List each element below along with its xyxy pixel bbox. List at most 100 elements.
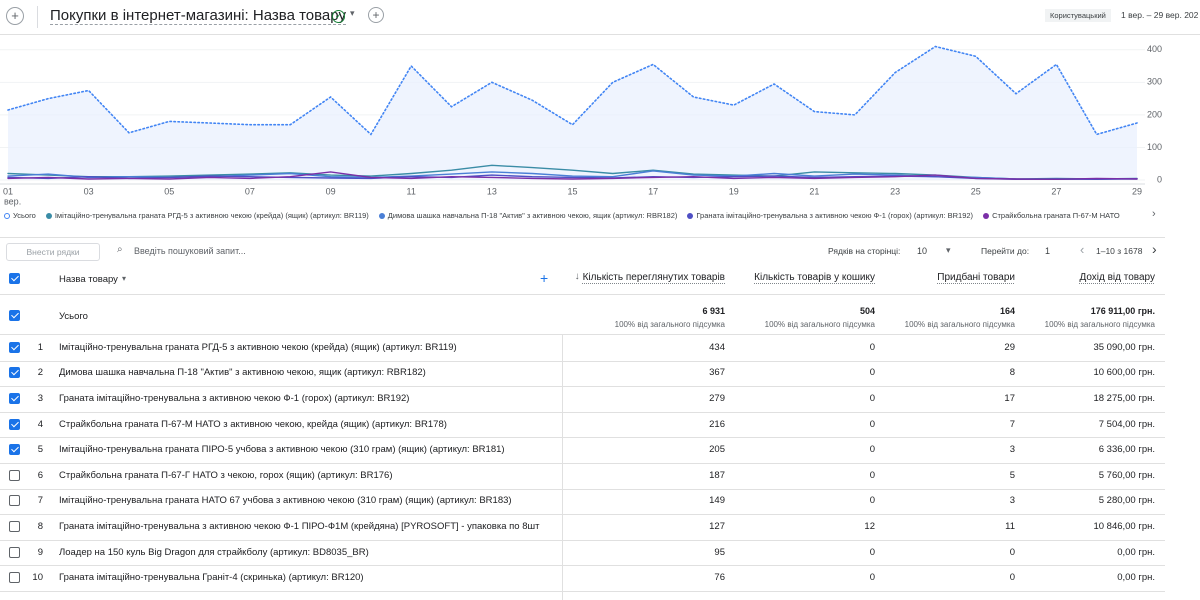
x-tick-label: 09	[326, 186, 336, 196]
total-share: 100% від загального підсумка	[904, 320, 1015, 329]
dropdown-icon[interactable]: ▾	[350, 8, 355, 18]
legend-marker[interactable]	[45, 213, 52, 219]
cell-value: 0	[869, 418, 875, 430]
cell-value: 7 504,00 грн.	[1098, 418, 1155, 430]
product-name[interactable]: Імітаційно-тренувальна граната НАТО 67 у…	[59, 495, 512, 507]
rows-per-page-value[interactable]: 10	[917, 246, 928, 256]
row-checkbox[interactable]	[9, 341, 20, 353]
report-title: Покупки в інтернет-магазині: Назва товар…	[50, 7, 346, 25]
column-header[interactable]: Назва товару	[59, 274, 118, 285]
search-icon: ⌕	[117, 244, 123, 255]
row-checkbox[interactable]	[9, 418, 20, 430]
y-tick-label: 0	[1157, 174, 1162, 184]
x-tick-label: 19	[729, 186, 739, 196]
row-checkbox[interactable]	[9, 310, 20, 321]
cell-value: 5	[1009, 469, 1015, 481]
product-name[interactable]: Імітаційно-тренувальна граната РГД-5 з а…	[59, 341, 457, 353]
prev-page[interactable]: ‹	[1080, 242, 1085, 257]
row-index: 6	[37, 469, 43, 481]
legend-label[interactable]: Імітаційно-тренувальна граната РГД-5 з а…	[54, 211, 369, 220]
total-share: 100% від загального підсумка	[614, 320, 725, 329]
product-name[interactable]: Страйкбольна граната П-67-Г НАТО з чекою…	[59, 469, 393, 481]
legend-label[interactable]: Димова шашка навчальна П-18 "Актив" з ак…	[387, 211, 678, 220]
cell-value: 0	[869, 341, 875, 353]
cell-value: 95	[714, 546, 725, 558]
row-divider	[0, 360, 1165, 362]
product-name[interactable]: Страйкбольна граната П-67-М НАТО з актив…	[59, 418, 447, 430]
legend-label[interactable]: Страйкбольна граната П-67-М НАТО	[992, 211, 1120, 220]
cell-value: 5 760,00 грн.	[1098, 469, 1155, 481]
cell-value: 0	[869, 367, 875, 379]
cell-value: 3	[1009, 495, 1015, 507]
x-tick-label: 03	[84, 186, 94, 196]
cell-value: 0,00 грн.	[1117, 546, 1155, 558]
header-checkbox[interactable]	[9, 273, 20, 284]
row-index: 10	[32, 572, 43, 584]
legend-label[interactable]: Граната імітаційно-тренувальна з активно…	[696, 211, 974, 220]
add-column[interactable]: +	[540, 270, 549, 286]
row-index: 8	[37, 521, 43, 532]
next-page[interactable]: ›	[1152, 241, 1157, 257]
cell-value: 0	[869, 469, 875, 481]
column-header[interactable]: Кількість товарів у кошику	[754, 272, 875, 283]
sort-icon[interactable]: ↓	[574, 271, 580, 282]
legend-marker[interactable]	[983, 213, 990, 219]
legend-next[interactable]: ›	[1152, 208, 1156, 220]
legend-marker[interactable]	[687, 213, 694, 219]
row-checkbox[interactable]	[9, 521, 20, 532]
series-line	[7, 171, 1138, 181]
product-name[interactable]: Граната імітаційно-тренувальна Граніт-4 …	[59, 572, 364, 584]
cell-value: 0	[869, 495, 875, 507]
cell-value: 127	[709, 521, 725, 532]
compare-chip[interactable]: Користувацький	[1045, 9, 1111, 22]
row-checkbox[interactable]	[9, 367, 20, 379]
go-to-value[interactable]: 1	[1045, 246, 1051, 256]
product-name[interactable]: Граната імітаційно-тренувальна з активно…	[59, 393, 410, 404]
cell-value: 10 600,00 грн.	[1093, 367, 1155, 379]
row-divider	[0, 334, 1165, 335]
cell-value: 10 846,00 грн.	[1093, 521, 1155, 532]
row-checkbox[interactable]	[9, 444, 20, 456]
add-rows-button[interactable]: Внести рядки	[6, 243, 100, 261]
legend-label[interactable]: Усього	[13, 211, 36, 220]
row-checkbox[interactable]	[9, 572, 20, 584]
row-checkbox[interactable]	[9, 469, 20, 481]
x-tick-label: 27	[1051, 186, 1061, 196]
add-comparison-button[interactable]: +	[6, 7, 24, 25]
product-name[interactable]: Димова шашка навчальна П-18 "Актив" з ак…	[59, 367, 426, 379]
cell-value: 7	[1009, 418, 1015, 430]
add-button[interactable]: +	[368, 7, 384, 23]
y-tick-label: 200	[1147, 109, 1162, 119]
cell-value: 216	[709, 418, 725, 430]
row-index: 3	[37, 393, 43, 404]
cell-value: 187	[709, 469, 725, 481]
header-bar	[0, 0, 1200, 35]
column-header[interactable]: Придбані товари	[937, 272, 1015, 283]
row-divider	[0, 488, 1165, 490]
column-divider	[562, 334, 563, 600]
product-name[interactable]: Граната імітаційно-тренувальна з активно…	[59, 521, 540, 532]
legend-marker[interactable]	[378, 213, 385, 219]
total-share: 100% від загального підсумка	[764, 320, 875, 329]
column-header[interactable]: Кількість переглянутих товарів	[582, 272, 725, 283]
cell-value: 35 090,00 грн.	[1093, 341, 1155, 353]
search-input[interactable]: Введіть пошуковий запит...	[134, 246, 246, 256]
row-checkbox[interactable]	[9, 393, 20, 404]
legend-marker[interactable]	[4, 213, 10, 219]
row-checkbox[interactable]	[9, 546, 20, 558]
dropdown-icon[interactable]: ▾	[946, 245, 951, 255]
dropdown-icon[interactable]: ▾	[122, 274, 127, 283]
product-name[interactable]: Лоадер на 150 куль Big Dragon для страйк…	[59, 546, 369, 558]
data-table: Назва товару ▾ + Кількість переглянутих тов…	[0, 264, 1200, 600]
row-divider	[0, 539, 1165, 541]
series-line	[7, 45, 1138, 136]
total-share: 100% від загального підсумка	[1044, 320, 1155, 329]
row-divider	[0, 591, 1165, 592]
product-name[interactable]: Імітаційно-тренувальна граната ПІРО-5 уч…	[59, 444, 505, 456]
cell-value: 0	[869, 546, 875, 558]
x-tick-label: 13	[487, 186, 497, 196]
row-checkbox[interactable]	[9, 495, 20, 507]
date-range[interactable]: 1 вер. – 29 вер. 202	[1121, 10, 1199, 20]
column-header[interactable]: Дохід від товару	[1079, 272, 1155, 283]
x-tick-label: 29	[1132, 186, 1142, 196]
